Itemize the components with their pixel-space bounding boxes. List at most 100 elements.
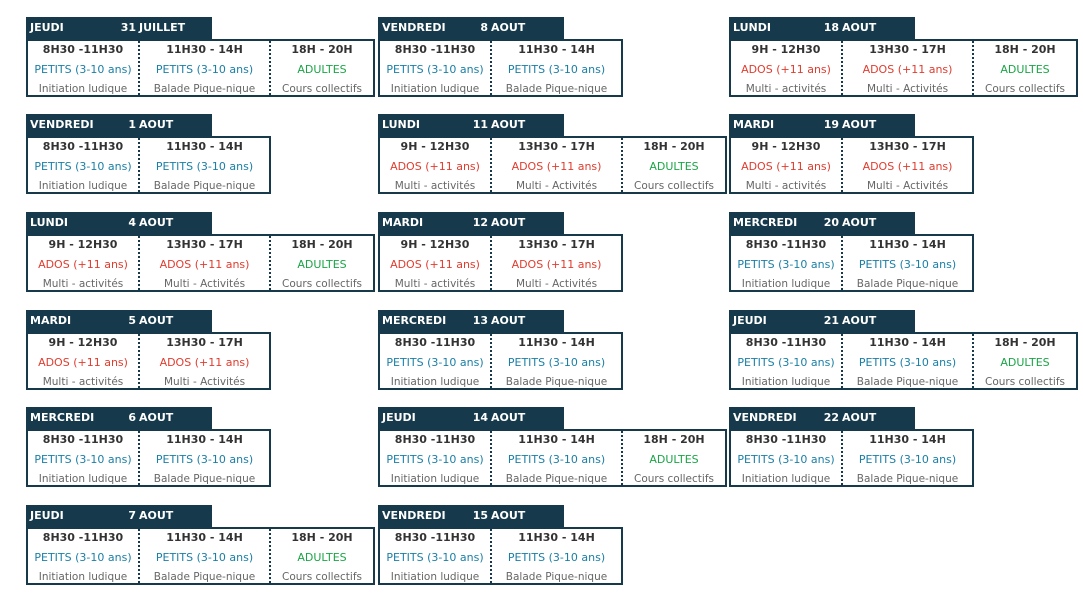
slot-group: PETITS (3-10 ans) [34,453,132,466]
slots-box: 8H30 -11H30 PETITS (3-10 ans) Initiation l… [378,527,623,585]
day-number: 19 [823,118,839,131]
day-name: JEUDI [30,509,64,522]
slot-activity: Multi - activités [42,376,124,388]
month-name: AOUT [491,216,526,229]
slot-activity: Multi - Activités [866,83,949,95]
slots-box: 8H30 -11H30 PETITS (3-10 ans) Initiation l… [729,332,1078,390]
slot-activity: Multi - activités [394,278,476,290]
time-slot: 8H30 -11H30 PETITS (3-10 ans) Initiation l… [731,334,841,388]
slot-time: 9H - 12H30 [751,43,821,56]
time-slot: 11H30 - 14H PETITS (3-10 ans) Balade Pique… [138,529,269,583]
day-number: 5 [128,314,136,327]
day-header: JEUDI 14 AOUT [378,407,564,429]
day-number: 6 [128,411,136,424]
day-header: MERCREDI 6 AOUT [26,407,212,429]
day-header: JEUDI 21 AOUT [729,310,915,332]
time-slot: 9H - 12H30 ADOS (+11 ans) Multi - activité… [28,236,138,290]
slot-group: ADOS (+11 ans) [390,160,480,173]
slots-box: 8H30 -11H30 PETITS (3-10 ans) Initiation l… [26,527,375,585]
day-header: MARDI 19 AOUT [729,114,915,136]
month-name: AOUT [491,314,526,327]
slot-time: 8H30 -11H30 [394,433,476,446]
time-slot: 18H - 20H ADULTES Cours collectifs [269,41,373,95]
slot-group: PETITS (3-10 ans) [737,453,835,466]
time-slot: 9H - 12H30 ADOS (+11 ans) Multi - activité… [731,138,841,192]
slot-activity: Multi - activités [394,180,476,192]
slot-group: PETITS (3-10 ans) [386,453,484,466]
slot-activity: Cours collectifs [984,376,1065,388]
slots-box: 8H30 -11H30 PETITS (3-10 ans) Initiation l… [26,39,375,97]
day-number: 15 [472,509,488,522]
slot-time: 11H30 - 14H [869,433,946,446]
slot-group: PETITS (3-10 ans) [34,551,132,564]
month-name: JUILLET [139,21,186,34]
slot-activity: Cours collectifs [281,278,362,290]
time-slot: 11H30 - 14H PETITS (3-10 ans) Balade Pique… [490,431,621,485]
slot-time: 11H30 - 14H [166,140,243,153]
slots-box: 9H - 12H30 ADOS (+11 ans) Multi - activité… [729,136,974,194]
slot-time: 13H30 - 17H [869,140,946,153]
slot-activity: Multi - Activités [163,376,246,388]
slot-activity: Initiation ludique [390,376,480,388]
time-slot: 18H - 20H ADULTES Cours collectifs [621,431,725,485]
time-slot: 8H30 -11H30 PETITS (3-10 ans) Initiation l… [28,431,138,485]
slot-time: 13H30 - 17H [166,238,243,251]
day-name: JEUDI [733,314,767,327]
slot-activity: Balade Pique-nique [505,376,608,388]
slot-group: ADOS (+11 ans) [390,258,480,271]
day-name: MERCREDI [30,411,95,424]
day-number: 4 [128,216,136,229]
slot-time: 13H30 - 17H [869,43,946,56]
slot-group: ADOS (+11 ans) [159,356,250,369]
time-slot: 8H30 -11H30 PETITS (3-10 ans) Initiation l… [380,431,490,485]
slot-group: ADOS (+11 ans) [38,356,128,369]
slot-activity: Initiation ludique [741,376,831,388]
slot-activity: Initiation ludique [390,473,480,485]
slots-box: 8H30 -11H30 PETITS (3-10 ans) Initiation l… [378,429,727,487]
day-name: MARDI [733,118,775,131]
day-number: 12 [472,216,488,229]
day-name: MARDI [382,216,424,229]
day-name: JEUDI [382,411,416,424]
slot-activity: Balade Pique-nique [856,376,959,388]
slot-time: 9H - 12H30 [751,140,821,153]
slot-time: 9H - 12H30 [48,336,118,349]
time-slot: 11H30 - 14H PETITS (3-10 ans) Balade Pique… [490,41,621,95]
slot-activity: Initiation ludique [38,571,128,583]
slot-time: 11H30 - 14H [518,336,595,349]
day-name: LUNDI [382,118,420,131]
slot-time: 11H30 - 14H [869,336,946,349]
slot-activity: Balade Pique-nique [505,83,608,95]
slot-activity: Cours collectifs [281,571,362,583]
slot-activity: Balade Pique-nique [856,473,959,485]
day-name: VENDREDI [382,509,446,522]
slots-box: 8H30 -11H30 PETITS (3-10 ans) Initiation l… [378,332,623,390]
slot-activity: Multi - activités [745,180,827,192]
slot-activity: Cours collectifs [281,83,362,95]
month-name: AOUT [491,509,526,522]
day-header: VENDREDI 15 AOUT [378,505,564,527]
slots-box: 9H - 12H30 ADOS (+11 ans) Multi - activité… [378,136,727,194]
time-slot: 8H30 -11H30 PETITS (3-10 ans) Initiation l… [731,431,841,485]
time-slot: 11H30 - 14H PETITS (3-10 ans) Balade Pique… [841,334,972,388]
slot-time: 11H30 - 14H [166,433,243,446]
time-slot: 9H - 12H30 ADOS (+11 ans) Multi - activité… [28,334,138,388]
slot-group: PETITS (3-10 ans) [507,551,606,564]
slot-activity: Balade Pique-nique [153,571,256,583]
slot-time: 8H30 -11H30 [42,43,124,56]
slot-time: 8H30 -11H30 [394,43,476,56]
time-slot: 8H30 -11H30 PETITS (3-10 ans) Initiation l… [28,41,138,95]
slot-time: 11H30 - 14H [518,531,595,544]
slots-box: 8H30 -11H30 PETITS (3-10 ans) Initiation l… [729,234,974,292]
slot-group: ADULTES [297,63,347,76]
slots-box: 8H30 -11H30 PETITS (3-10 ans) Initiation l… [26,136,271,194]
slot-group: PETITS (3-10 ans) [858,258,957,271]
slot-activity: Balade Pique-nique [856,278,959,290]
slot-time: 11H30 - 14H [869,238,946,251]
slot-activity: Cours collectifs [633,473,714,485]
slot-group: ADULTES [1000,356,1050,369]
time-slot: 13H30 - 17H ADOS (+11 ans) Multi - Activit… [138,334,269,388]
slot-activity: Initiation ludique [38,473,128,485]
slot-activity: Initiation ludique [38,180,128,192]
day-number: 21 [823,314,839,327]
